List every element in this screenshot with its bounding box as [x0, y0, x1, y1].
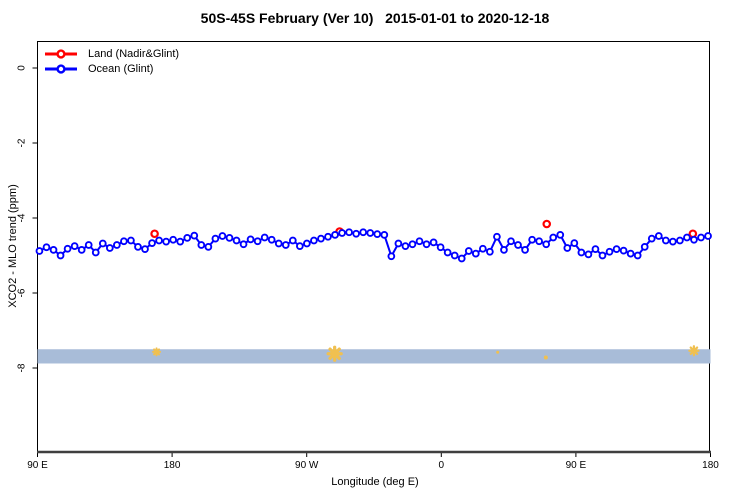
- legend-item-land: Land (Nadir&Glint): [44, 46, 179, 61]
- land-marker-icon: [45, 48, 77, 59]
- y-axis-title: XCO2 - MLO trend (ppm): [7, 184, 19, 308]
- x-tick-label: 180: [164, 460, 181, 471]
- x-tick-label: 0: [439, 460, 445, 471]
- legend: Land (Nadir&Glint) Ocean (Glint): [44, 46, 179, 76]
- x-tick-label: 90 E: [566, 460, 587, 471]
- ocean-marker-icon: [45, 63, 77, 74]
- legend-label-ocean: Ocean (Glint): [88, 62, 154, 75]
- chart-title: 50S-45S February (Ver 10) 2015-01-01 to …: [200, 10, 550, 26]
- legend-label-land: Land (Nadir&Glint): [88, 47, 180, 60]
- x-tick-label: 180: [702, 460, 719, 471]
- y-tick-label: 0: [17, 65, 28, 71]
- legend-item-ocean: Ocean (Glint): [44, 61, 179, 76]
- x-tick-label: 90 W: [295, 460, 319, 471]
- y-tick-label: -8: [17, 363, 28, 372]
- x-tick-label: 90 E: [27, 460, 48, 471]
- x-axis-title: Longitude (deg E): [331, 476, 419, 488]
- plot-area: [37, 41, 710, 452]
